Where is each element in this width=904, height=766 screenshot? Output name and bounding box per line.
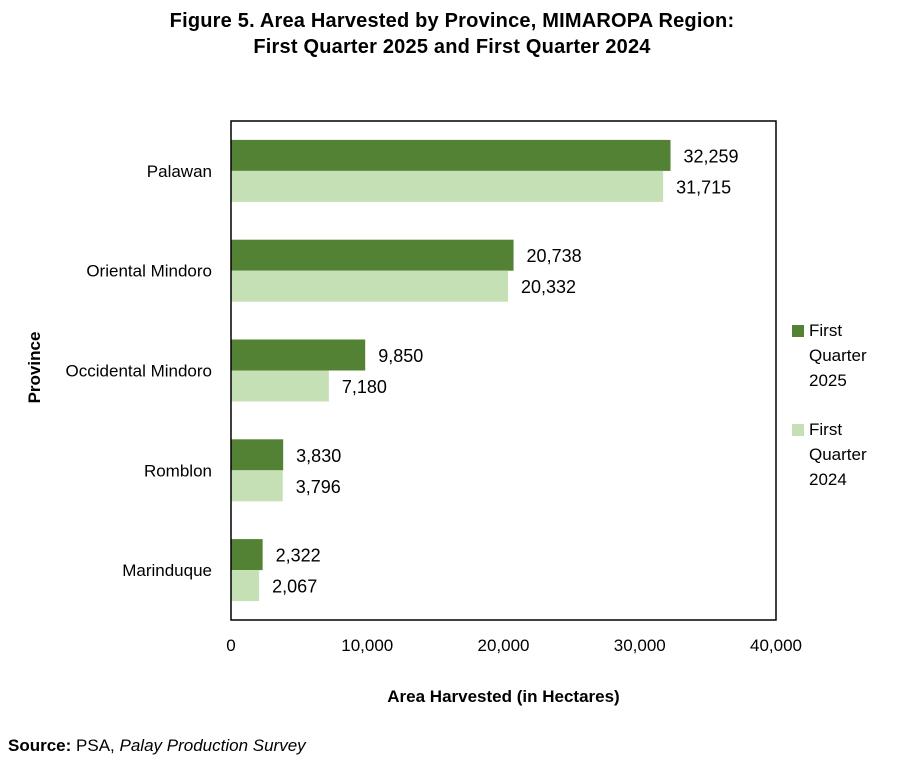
bar-2025-oriental-mindoro [231, 239, 514, 271]
chart-title-line-2: First Quarter 2025 and First Quarter 202… [253, 36, 651, 58]
category-label-occidental-mindoro: Occidental Mindoro [66, 362, 212, 381]
legend-label-2025-line-2: Quarter [809, 346, 867, 365]
value-label-2024-palawan: 31,715 [676, 177, 731, 197]
bar-2024-oriental-mindoro [231, 270, 509, 302]
x-tick-label-1: 10,000 [341, 636, 393, 655]
category-label-marinduque: Marinduque [122, 561, 212, 580]
value-label-2024-marinduque: 2,067 [272, 577, 317, 597]
chart-title: Figure 5. Area Harvested by Province, MI… [0, 8, 904, 60]
value-label-2025-palawan: 32,259 [684, 146, 739, 166]
legend-swatch-2025 [792, 325, 804, 337]
bar-2025-marinduque [231, 539, 263, 571]
x-axis-label: Area Harvested (in Hectares) [387, 687, 619, 706]
value-label-2024-oriental-mindoro: 20,332 [521, 277, 576, 297]
category-label-oriental-mindoro: Oriental Mindoro [86, 262, 212, 281]
x-tick-label-3: 30,000 [614, 636, 666, 655]
value-label-2024-romblon: 3,796 [296, 477, 341, 497]
x-tick-label-2: 20,000 [478, 636, 530, 655]
bar-2025-romblon [231, 439, 284, 471]
bar-2024-romblon [231, 470, 283, 502]
source-label: Source: [8, 736, 72, 755]
legend-label-2025-line-1: First [809, 321, 843, 340]
bar-2025-palawan [231, 139, 671, 171]
legend-swatch-2024 [792, 424, 804, 436]
plot-area-frame [230, 120, 777, 621]
source-note: Source: PSA, Palay Production Survey [8, 736, 306, 756]
legend-label-2024-line-2: Quarter [809, 445, 867, 464]
value-label-2025-romblon: 3,830 [296, 446, 341, 466]
bar-2024-occidental-mindoro [231, 370, 329, 402]
chart-title-line-1: Figure 5. Area Harvested by Province, MI… [169, 10, 735, 32]
y-axis-label: Province [25, 332, 44, 404]
source-org: PSA, [76, 736, 115, 755]
value-label-2025-oriental-mindoro: 20,738 [527, 246, 582, 266]
value-label-2025-marinduque: 2,322 [276, 546, 321, 566]
category-label-romblon: Romblon [144, 461, 212, 480]
bar-2024-palawan [231, 170, 664, 202]
legend-label-2025-line-3: 2025 [809, 371, 847, 390]
legend-label-2024-line-1: First [809, 420, 843, 439]
bar-2025-occidental-mindoro [231, 339, 366, 371]
source-survey: Palay Production Survey [119, 736, 306, 755]
x-tick-label-4: 40,000 [750, 636, 802, 655]
bar-2024-marinduque [231, 570, 260, 602]
legend-label-2024-line-3: 2024 [809, 470, 847, 489]
category-label-palawan: Palawan [147, 162, 212, 181]
value-label-2025-occidental-mindoro: 9,850 [378, 346, 423, 366]
x-tick-label-0: 0 [226, 636, 235, 655]
value-label-2024-occidental-mindoro: 7,180 [342, 377, 387, 397]
